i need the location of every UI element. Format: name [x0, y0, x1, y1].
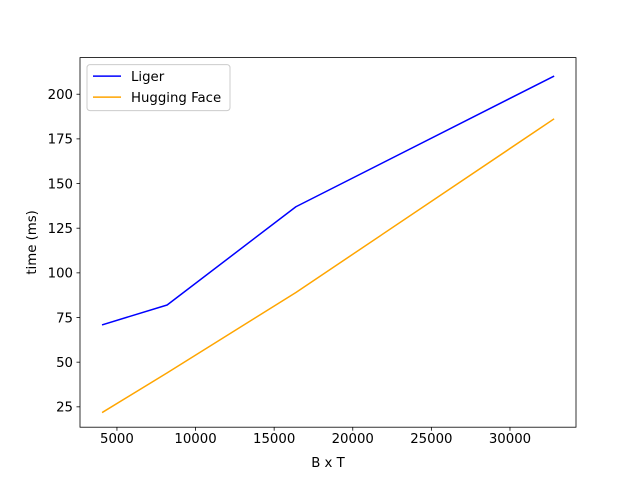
- x-axis-label: B x T: [311, 456, 345, 471]
- series-line-hugging-face: [101, 118, 555, 414]
- x-tick-label: 10000: [174, 432, 216, 447]
- series-line-liger: [101, 75, 555, 326]
- y-tick-label: 50: [56, 356, 73, 371]
- y-axis-ticks: 25 50 75 100 125 150 175 200: [48, 88, 80, 416]
- y-axis-label: time (ms): [25, 210, 40, 275]
- legend-frame: [86, 64, 231, 112]
- legend-label-liger: Liger: [131, 70, 165, 85]
- legend-label-hugging-face: Hugging Face: [131, 91, 221, 106]
- legend: Liger Hugging Face: [86, 64, 231, 112]
- x-axis-ticks: 5000 10000 15000 20000 25000 30000: [100, 427, 531, 447]
- y-tick-label: 75: [56, 311, 73, 326]
- plot-lines: [101, 75, 555, 414]
- y-tick-label: 175: [48, 133, 73, 148]
- y-tick-label: 125: [48, 222, 73, 237]
- x-tick-label: 20000: [332, 432, 374, 447]
- y-tick-label: 200: [48, 88, 73, 103]
- x-tick-label: 25000: [410, 432, 452, 447]
- x-tick-label: 30000: [489, 432, 531, 447]
- y-tick-label: 100: [48, 267, 73, 282]
- plot-frame: [79, 57, 577, 428]
- x-tick-label: 5000: [100, 432, 134, 447]
- y-tick-label: 25: [56, 401, 73, 416]
- x-tick-label: 15000: [253, 432, 295, 447]
- y-tick-label: 150: [48, 177, 73, 192]
